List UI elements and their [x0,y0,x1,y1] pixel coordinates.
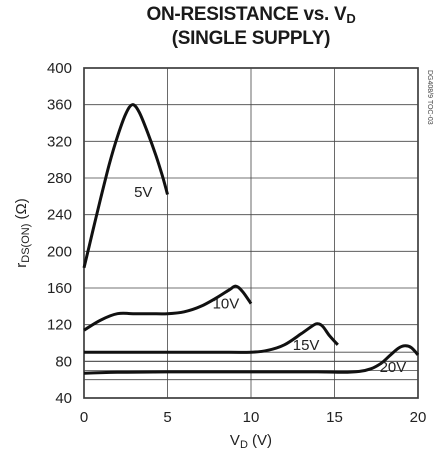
y-tick-label-5: 240 [47,207,72,224]
series-label-10v: 10V [213,296,240,313]
y-tick-label-7: 320 [47,133,72,150]
data-series [82,103,420,375]
x-tick-label-4: 20 [410,409,427,426]
y-tick-label-1: 80 [55,353,72,370]
y-tick-label-0: 40 [55,390,72,407]
y-tick-label-3: 160 [47,280,72,297]
series-label-5v: 5V [134,184,152,201]
tick-labels: 40 80 120 160 200 240 280 320 360 400 0 5 10 15 20 [47,60,426,426]
y-tick-label-6: 280 [47,170,72,187]
series-label-20v: 20V [380,359,407,376]
y-tick-label-8: 360 [47,97,72,114]
grid-lines [83,67,419,399]
y-tick-label-4: 200 [47,243,72,260]
series-label-15v: 15V [293,337,320,354]
y-axis-label: rDS(ON) (Ω) [13,198,32,267]
series-line-10v [83,284,253,332]
x-tick-label-1: 5 [163,409,171,426]
x-axis-label: VD (V) [230,432,272,451]
figure-code: DG408/9 TOC-03 [426,70,433,125]
series-line-20v [83,344,420,375]
x-tick-label-2: 10 [243,409,260,426]
series-line-15v [83,322,339,354]
chart-subtitle: (SINGLE SUPPLY) [171,28,331,49]
x-tick-label-3: 15 [326,409,343,426]
y-tick-label-2: 120 [47,317,72,334]
y-tick-label-9: 400 [47,60,72,77]
series-labels: 5V 10V 15V 20V [134,184,406,376]
x-tick-label-0: 0 [80,409,88,426]
chart-title: ON-RESISTANCE vs. VD [146,4,356,26]
series-line-5v [82,103,169,269]
